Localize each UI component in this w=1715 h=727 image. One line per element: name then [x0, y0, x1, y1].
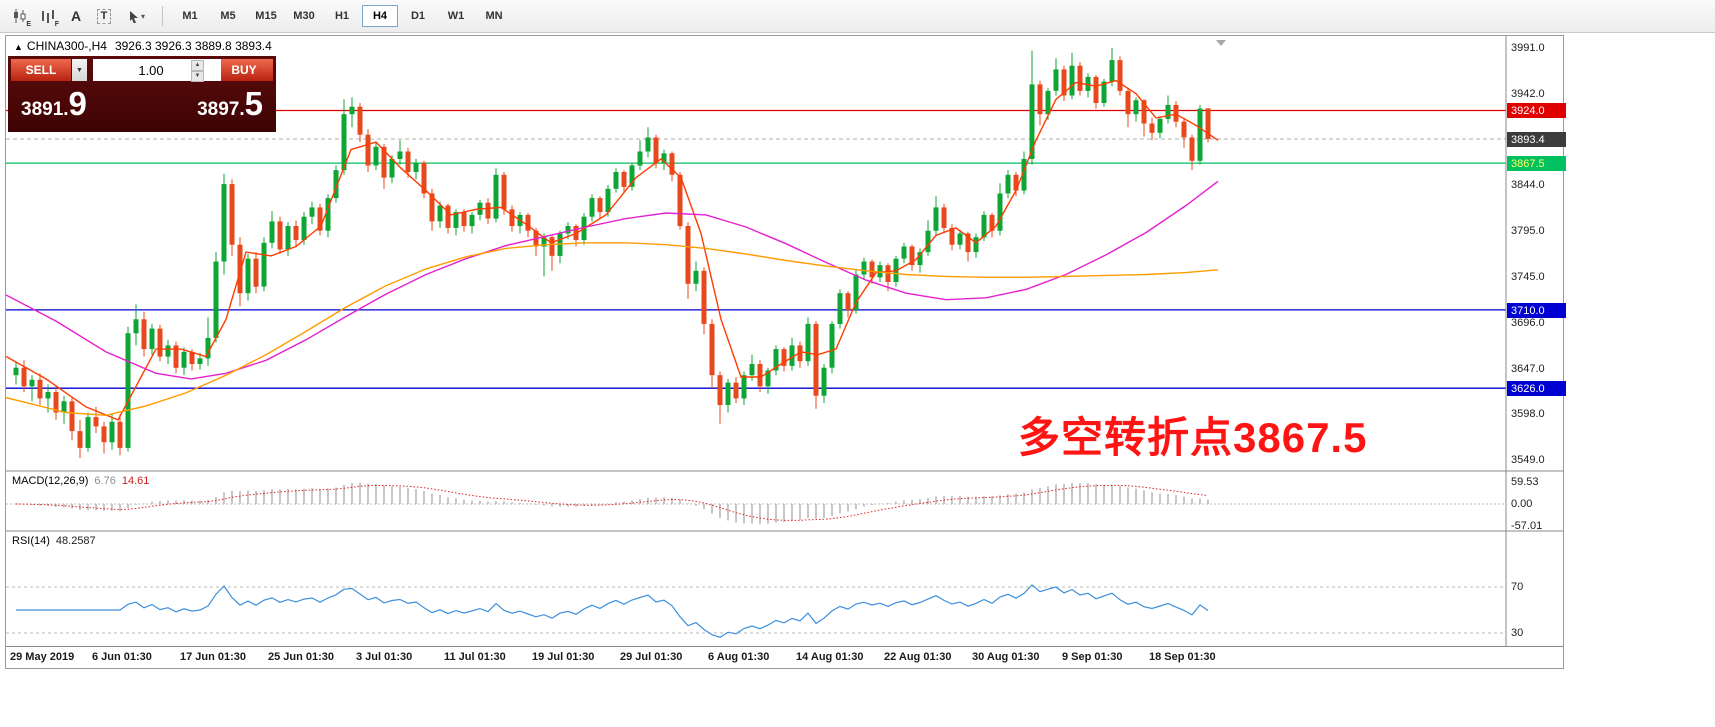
sell-button[interactable]: SELL — [11, 59, 71, 81]
time-label: 29 Jul 01:30 — [620, 651, 683, 663]
horizontal-lines — [6, 109, 1506, 389]
time-label: 14 Aug 01:30 — [796, 651, 864, 663]
chevron-down-icon: ▾ — [140, 11, 145, 21]
price-tick: 3696.0 — [1511, 317, 1545, 329]
bar-chart-glyph — [42, 10, 54, 23]
timeframe-group: M1 M5 M15 M30 H1 H4 D1 W1 MN — [171, 5, 513, 27]
rsi-line — [16, 584, 1209, 638]
timeframe-D1[interactable]: D1 — [410, 10, 426, 22]
price-tag: 3924.0 — [1507, 103, 1566, 118]
timeframe-M30[interactable]: M30 — [293, 10, 315, 22]
time-label: 6 Aug 01:30 — [708, 651, 770, 663]
price-tick: 3844.0 — [1511, 179, 1545, 191]
sell-price: 3891.9 — [21, 85, 87, 122]
candlestick-chart-icon[interactable]: E — [7, 4, 33, 28]
one-click-trading-panel: SELL ▼ ▲ ▼ BUY 3891.9 3897.5 — [8, 56, 276, 132]
price-tag: 3626.0 — [1507, 381, 1566, 396]
macd-histogram — [6, 482, 1506, 524]
price-tag: 3867.5 — [1507, 156, 1566, 171]
tool-sub-label: F — [54, 21, 59, 28]
price-tick: 3991.0 — [1511, 42, 1545, 54]
time-label: 30 Aug 01:30 — [972, 651, 1040, 663]
cursor-icon — [129, 10, 138, 23]
price-axis[interactable]: 3991.0 3942.0 3844.0 3795.0 3745.0 3696.0 3647… — [1507, 36, 1566, 646]
ma-orange-line — [6, 242, 1219, 417]
price-tick: 3795.0 — [1511, 225, 1545, 237]
bar-chart-icon[interactable]: F — [35, 4, 61, 28]
order-type-dropdown[interactable]: ▼ — [72, 59, 87, 81]
macd-axis-label: 0.00 — [1511, 498, 1533, 510]
chart-annotation: 多空转折点3867.5 — [1018, 414, 1368, 461]
toolbar: E F A T ▾ M1 M5 M15 M30 H1 H4 D1 W1 MN — [0, 0, 1715, 33]
time-label: 19 Jul 01:30 — [532, 651, 595, 663]
rsi-axis-label: 30 — [1511, 627, 1524, 639]
timeframe-MN[interactable]: MN — [485, 10, 503, 22]
timeframe-M5[interactable]: M5 — [220, 10, 236, 22]
buy-button[interactable]: BUY — [215, 59, 273, 81]
timeframe-H1[interactable]: H1 — [334, 10, 350, 22]
volume-increase-button[interactable]: ▲ — [191, 60, 204, 71]
volume-field: ▲ ▼ — [93, 59, 221, 82]
time-axis[interactable]: 29 May 2019 6 Jun 01:30 17 Jun 01:30 25 Jun… — [6, 646, 1563, 668]
price-tag: 3710.0 — [1507, 303, 1566, 318]
price-tick: 3745.0 — [1511, 271, 1545, 283]
cursor-tool[interactable]: ▾ — [119, 4, 153, 28]
price-tag: 3893.4 — [1507, 132, 1566, 147]
price-tick: 3549.0 — [1511, 454, 1545, 466]
buy-price: 3897.5 — [197, 85, 263, 122]
scroll-end-marker[interactable] — [1216, 40, 1226, 46]
timeframe-M15[interactable]: M15 — [255, 10, 277, 22]
ohlc-values: 3926.3 3926.3 3889.8 3893.4 — [114, 39, 272, 53]
chevron-down-icon: ▼ — [76, 66, 83, 74]
time-label: 17 Jun 01:30 — [180, 651, 247, 663]
macd-label: MACD(12,26,9) 6.76 14.61 — [12, 475, 150, 487]
price-tick: 3942.0 — [1511, 88, 1545, 100]
time-label: 29 May 2019 — [10, 651, 75, 663]
macd-axis-label: 59.53 — [1511, 476, 1539, 488]
price-tick: 3598.0 — [1511, 408, 1545, 420]
ma-fast-line — [6, 79, 1219, 421]
time-label: 18 Sep 01:30 — [1149, 651, 1216, 663]
tool-sub-label: E — [26, 21, 31, 28]
volume-stepper: ▲ ▼ — [191, 60, 204, 82]
chart-canvas[interactable] — [6, 36, 1563, 646]
rsi-label: RSI(14) 48.2587 — [12, 535, 96, 547]
rsi-axis-label: 70 — [1511, 581, 1524, 593]
volume-decrease-button[interactable]: ▼ — [191, 71, 204, 82]
price-tick: 3647.0 — [1511, 363, 1545, 375]
time-label: 22 Aug 01:30 — [884, 651, 952, 663]
time-label: 9 Sep 01:30 — [1062, 651, 1123, 663]
time-label: 3 Jul 01:30 — [356, 651, 413, 663]
time-label: 11 Jul 01:30 — [444, 651, 506, 663]
rsi-panel-graphics — [6, 584, 1506, 638]
chart-title: ▲ CHINA300-,H4 3926.3 3926.3 3889.8 3893.4 — [14, 39, 272, 53]
text-label-tool[interactable]: A — [70, 8, 82, 24]
symbol-timeframe-label: CHINA300-,H4 — [26, 39, 107, 53]
toolbar-separator — [162, 6, 163, 26]
text-box-tool[interactable]: T — [91, 4, 117, 28]
timeframe-M1[interactable]: M1 — [182, 10, 198, 22]
macd-signal-line — [15, 484, 1209, 521]
volume-input[interactable] — [93, 59, 221, 81]
ma-magenta-line — [6, 180, 1219, 380]
timeframe-H4[interactable]: H4 — [362, 5, 398, 27]
macd-axis-label: -57.01 — [1511, 520, 1543, 532]
time-label: 25 Jun 01:30 — [268, 651, 335, 663]
time-label: 6 Jun 01:30 — [92, 651, 152, 663]
timeframe-W1[interactable]: W1 — [447, 10, 465, 22]
symbol-marker-icon: ▲ — [14, 42, 23, 52]
chart-window: ▲ CHINA300-,H4 3926.3 3926.3 3889.8 3893.4… — [5, 35, 1566, 669]
candlestick-glyph — [14, 9, 26, 23]
